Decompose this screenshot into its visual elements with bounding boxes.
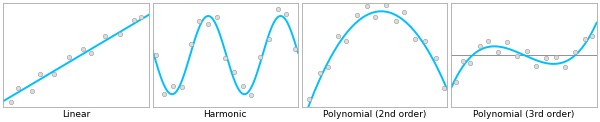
Point bbox=[247, 94, 256, 96]
Point bbox=[451, 81, 461, 83]
Point bbox=[502, 41, 511, 43]
Point bbox=[352, 14, 362, 16]
Point bbox=[229, 71, 239, 73]
Point bbox=[273, 9, 283, 10]
Point bbox=[587, 35, 597, 37]
Point bbox=[79, 48, 88, 50]
Point bbox=[512, 55, 521, 57]
Point bbox=[382, 4, 391, 6]
Point bbox=[115, 33, 124, 35]
Point bbox=[421, 40, 430, 42]
Point bbox=[334, 35, 343, 37]
Point bbox=[362, 5, 372, 7]
Point bbox=[6, 102, 16, 103]
Point bbox=[203, 23, 213, 25]
Point bbox=[458, 60, 468, 62]
Point bbox=[100, 35, 110, 37]
Point bbox=[186, 43, 196, 45]
Point bbox=[476, 45, 485, 47]
Point bbox=[483, 40, 493, 42]
Point bbox=[64, 56, 74, 57]
X-axis label: Harmonic: Harmonic bbox=[203, 110, 247, 119]
Point bbox=[160, 93, 169, 95]
Point bbox=[370, 16, 379, 18]
Point bbox=[570, 51, 580, 53]
Point bbox=[440, 87, 449, 89]
Point bbox=[560, 66, 569, 68]
Point bbox=[28, 90, 37, 92]
Point bbox=[238, 85, 248, 87]
Point bbox=[264, 38, 274, 40]
Point bbox=[551, 56, 560, 58]
X-axis label: Linear: Linear bbox=[62, 110, 90, 119]
Point bbox=[305, 98, 314, 100]
Point bbox=[49, 73, 59, 75]
Point bbox=[392, 20, 401, 22]
Point bbox=[151, 54, 160, 56]
Point bbox=[13, 87, 23, 89]
Point bbox=[177, 86, 187, 88]
Point bbox=[315, 72, 325, 74]
Point bbox=[86, 52, 95, 54]
Point bbox=[522, 50, 532, 52]
Point bbox=[168, 85, 178, 87]
Point bbox=[466, 62, 475, 64]
Point bbox=[35, 73, 44, 75]
Point bbox=[431, 57, 440, 59]
Point bbox=[256, 56, 265, 58]
Point bbox=[290, 48, 300, 50]
Point bbox=[493, 51, 503, 53]
Point bbox=[410, 38, 420, 40]
X-axis label: Polynomial (2nd order): Polynomial (2nd order) bbox=[323, 110, 427, 119]
Point bbox=[212, 16, 221, 18]
Point bbox=[580, 38, 590, 40]
Point bbox=[541, 57, 551, 59]
Point bbox=[531, 66, 541, 67]
X-axis label: Polynomial (3rd order): Polynomial (3rd order) bbox=[473, 110, 575, 119]
Point bbox=[129, 19, 139, 21]
Point bbox=[399, 11, 409, 13]
Point bbox=[137, 16, 146, 18]
Point bbox=[323, 66, 333, 68]
Point bbox=[194, 20, 204, 22]
Point bbox=[221, 57, 230, 59]
Point bbox=[341, 40, 350, 42]
Point bbox=[281, 13, 291, 15]
